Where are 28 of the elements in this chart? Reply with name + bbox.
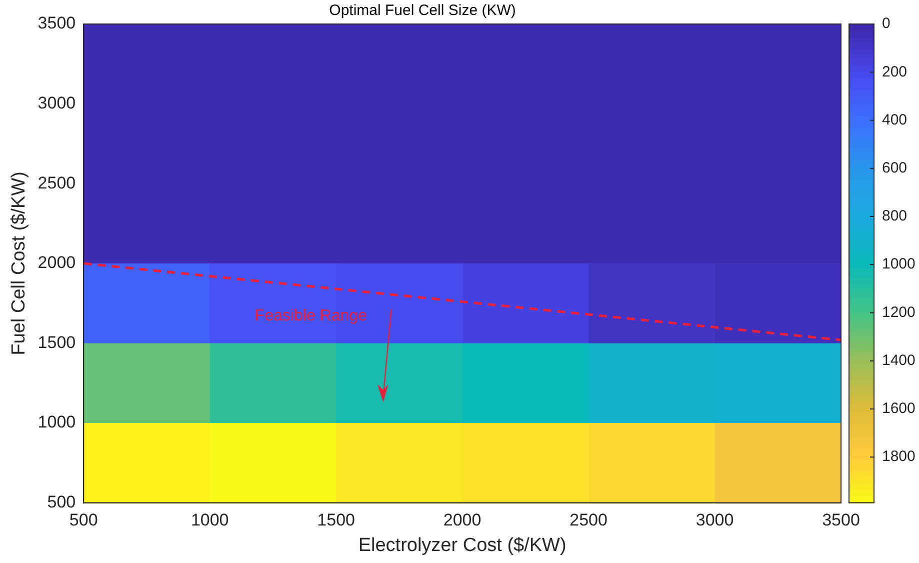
color-bar-label: 1400 <box>882 352 916 369</box>
x-axis-title: Electrolyzer Cost ($/KW) <box>358 534 566 556</box>
y-tick-label: 500 <box>47 492 76 512</box>
y-tick-label: 1000 <box>38 412 76 432</box>
y-tick-label: 3000 <box>38 93 76 112</box>
color-bar-label: 1800 <box>882 448 916 466</box>
x-tick-label: 2500 <box>570 510 608 530</box>
color-bar-label: 400 <box>882 111 908 128</box>
annotation: Feasible Range <box>254 307 367 324</box>
y-tick-label: 3500 <box>38 14 76 33</box>
x-tick-label: 2000 <box>443 510 482 530</box>
y-tick-label: 2500 <box>38 173 76 192</box>
color-bar-label: 0 <box>882 15 890 32</box>
x-tick-label: 3500 <box>822 510 860 530</box>
y-axis-title: Fuel Cell Cost ($/KW) <box>8 172 30 356</box>
chart-title: Optimal Fuel Cell Size (KW) <box>329 2 516 20</box>
x-tick-label: 1000 <box>190 510 229 530</box>
x-tick-label: 3000 <box>696 510 734 530</box>
x-tick-label: 500 <box>69 510 98 530</box>
color-bar-label: 800 <box>882 208 908 225</box>
color-bar-label: 1200 <box>882 304 916 321</box>
y-tick-label: 1500 <box>38 332 76 352</box>
color-bar-label: 200 <box>882 63 908 80</box>
color-bar-label: 600 <box>882 160 908 176</box>
color-bar-label: 1000 <box>882 256 916 273</box>
color-bar-label: 1600 <box>882 400 916 418</box>
y-tick-label: 2000 <box>38 253 76 272</box>
x-tick-label: 1500 <box>317 510 355 530</box>
